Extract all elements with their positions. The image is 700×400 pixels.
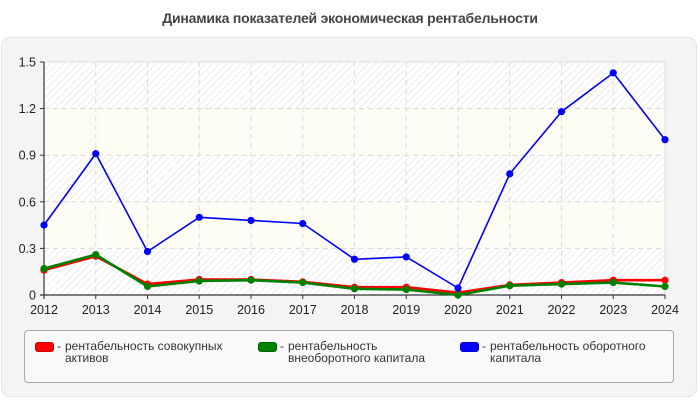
data-point-marker	[92, 251, 100, 259]
chart-legend: - рентабельность совокупных активов - ре…	[24, 330, 674, 383]
data-point-marker	[454, 291, 462, 299]
data-point-marker	[350, 255, 359, 263]
data-point-marker	[195, 277, 203, 285]
data-point-marker	[506, 282, 514, 290]
data-point-marker	[609, 278, 617, 287]
x-tick-label: 2012	[30, 303, 58, 317]
y-tick-label: 0.3	[19, 242, 36, 256]
data-series	[40, 69, 669, 299]
data-point-marker	[350, 285, 359, 293]
y-tick-label: 1.5	[19, 56, 36, 70]
x-tick-label: 2024	[651, 303, 679, 317]
x-tick-label: 2021	[496, 303, 524, 317]
legend-separator: -	[57, 339, 61, 353]
x-tick-label: 2023	[599, 303, 627, 317]
chart-title: Динамика показателей экономическая рента…	[162, 10, 538, 26]
legend-label: рентабельность внеоборотного капитала	[288, 339, 425, 365]
x-tick-label: 2013	[82, 303, 110, 317]
data-point-marker	[143, 282, 152, 291]
x-tick-label: 2018	[341, 303, 369, 317]
data-point-marker	[40, 221, 48, 229]
y-tick-label: 0.9	[19, 149, 36, 163]
plot-band	[44, 108, 665, 156]
legend-swatch-red	[35, 342, 54, 352]
y-tick-label: 1.2	[19, 102, 36, 116]
data-point-marker	[557, 108, 566, 116]
legend-item-fixed-capital[interactable]: - рентабельность внеоборотного капитала	[258, 340, 448, 364]
data-point-marker	[506, 170, 514, 178]
data-point-marker	[609, 69, 617, 77]
y-tick-label: 0.6	[19, 195, 36, 209]
data-point-marker	[299, 278, 307, 287]
x-tick-label: 2016	[237, 303, 265, 317]
axes: 0 0.3 0.6 0.9 1.2 1.5 2012 2013 2014 2015 2016 2017…	[19, 56, 679, 318]
data-point-marker	[143, 247, 152, 256]
data-point-marker	[402, 253, 410, 261]
x-tick-label: 2014	[134, 303, 162, 317]
data-point-marker	[92, 150, 100, 158]
x-tick-label: 2017	[289, 303, 317, 317]
x-tick-label: 2015	[185, 303, 213, 317]
data-point-marker	[195, 213, 203, 221]
legend-separator: -	[482, 339, 486, 353]
legend-item-total-assets[interactable]: - рентабельность совокупных активов	[35, 340, 250, 364]
legend-label: рентабельность оборотного капитала	[490, 339, 646, 365]
x-tick-label: 2022	[548, 303, 576, 317]
data-point-marker	[299, 219, 307, 228]
data-point-marker	[40, 264, 48, 273]
y-tick-label: 0	[29, 289, 36, 303]
data-point-marker	[661, 276, 669, 284]
legend-separator: -	[280, 339, 284, 353]
data-point-marker	[661, 282, 669, 291]
legend-item-working-capital[interactable]: - рентабельность оборотного капитала	[460, 340, 680, 364]
data-point-marker	[557, 280, 566, 288]
data-point-marker	[247, 216, 255, 225]
data-point-marker	[661, 136, 669, 144]
data-point-marker	[402, 285, 410, 294]
data-point-marker	[247, 276, 255, 284]
data-point-marker	[454, 284, 462, 292]
x-tick-label: 2020	[444, 303, 472, 317]
legend-swatch-blue	[460, 342, 479, 352]
x-tick-label: 2019	[392, 303, 420, 317]
legend-swatch-green	[258, 342, 277, 352]
legend-label: рентабельность совокупных активов	[65, 339, 223, 365]
